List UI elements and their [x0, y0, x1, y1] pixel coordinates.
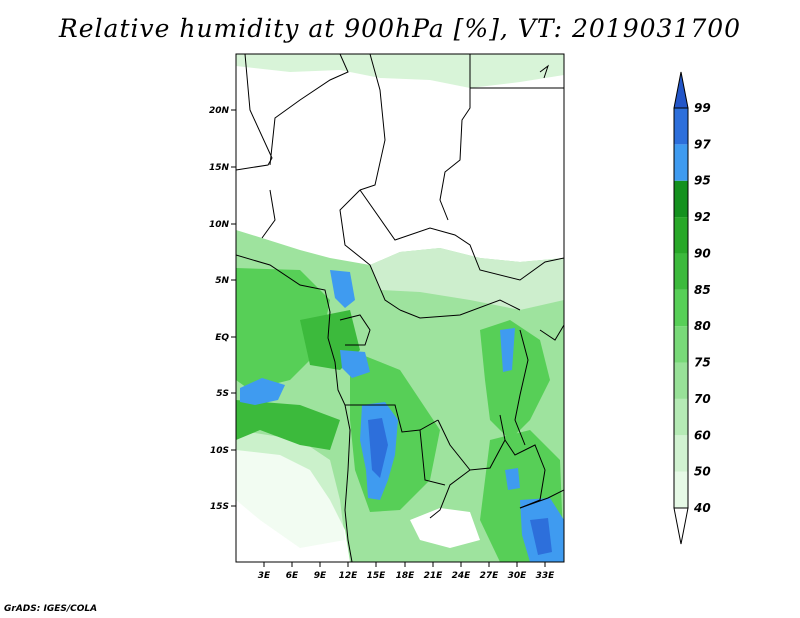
colorbar-level-label: 97 — [694, 137, 711, 151]
tick-label: 30E — [508, 571, 528, 581]
colorbar-level-label: 50 — [694, 465, 711, 479]
tick-label: 10N — [209, 220, 230, 230]
tick-label: 12E — [339, 571, 359, 581]
colorbar-swatch — [674, 217, 688, 254]
colorbar-swatch — [674, 180, 688, 218]
colorbar-level-label: 99 — [694, 101, 711, 115]
colorbar-level-label: 60 — [694, 428, 711, 442]
colorbar-swatch — [674, 362, 688, 399]
colorbar-level-label: 95 — [694, 174, 711, 188]
tick-label: 15N — [209, 163, 230, 173]
colorbar-swatch — [674, 289, 688, 327]
colorbar-swatch — [674, 108, 688, 145]
colorbar-high-arrow — [673, 71, 689, 109]
latitude-axis: 20N 15N 10N 5N EQ 5S 10S 15S — [209, 106, 236, 512]
colorbar-level-label: 70 — [694, 392, 711, 406]
colorbar-level-label: 90 — [694, 246, 711, 260]
humidity-field — [236, 54, 564, 562]
tick-label: EQ — [215, 333, 229, 343]
colorbar-swatch — [674, 326, 688, 363]
tick-label: 33E — [536, 571, 556, 581]
tick-label: 21E — [424, 571, 444, 581]
longitude-axis: 3E 6E 9E 12E 15E 18E 21E 24E 27E 30E 33E — [258, 562, 555, 581]
colorbar-level-label: 75 — [694, 356, 711, 370]
map-frame — [235, 53, 565, 563]
colorbar-outline — [673, 107, 689, 509]
country-borders — [236, 54, 564, 562]
colorbar-swatch — [674, 253, 688, 290]
colorbar-swatch — [674, 144, 688, 181]
tick-label: 24E — [452, 571, 472, 581]
colorbar-level-label: 92 — [694, 210, 711, 224]
tick-label: 5S — [216, 389, 229, 399]
colorbar-level-label: 85 — [694, 283, 711, 297]
tick-label: 6E — [286, 571, 299, 581]
colorbar-low-arrow — [673, 507, 689, 545]
tick-label: 15E — [367, 571, 387, 581]
tick-label: 27E — [480, 571, 500, 581]
credit-label: GrADS: IGES/COLA — [4, 604, 98, 614]
tick-label: 18E — [396, 571, 416, 581]
map-title: Relative humidity at 900hPa [%], VT: 201… — [58, 14, 742, 43]
tick-label: 10S — [210, 446, 229, 456]
colorbar-swatch — [674, 435, 688, 472]
tick-label: 5N — [215, 276, 229, 286]
colorbar-swatch — [674, 398, 688, 436]
colorbar-level-label: 80 — [694, 319, 711, 333]
colorbar-swatch — [674, 471, 688, 508]
tick-label: 15S — [210, 502, 229, 512]
tick-label: 3E — [258, 571, 271, 581]
tick-label: 9E — [314, 571, 327, 581]
colorbar-level-label: 40 — [693, 501, 711, 515]
tick-label: 20N — [209, 106, 230, 116]
